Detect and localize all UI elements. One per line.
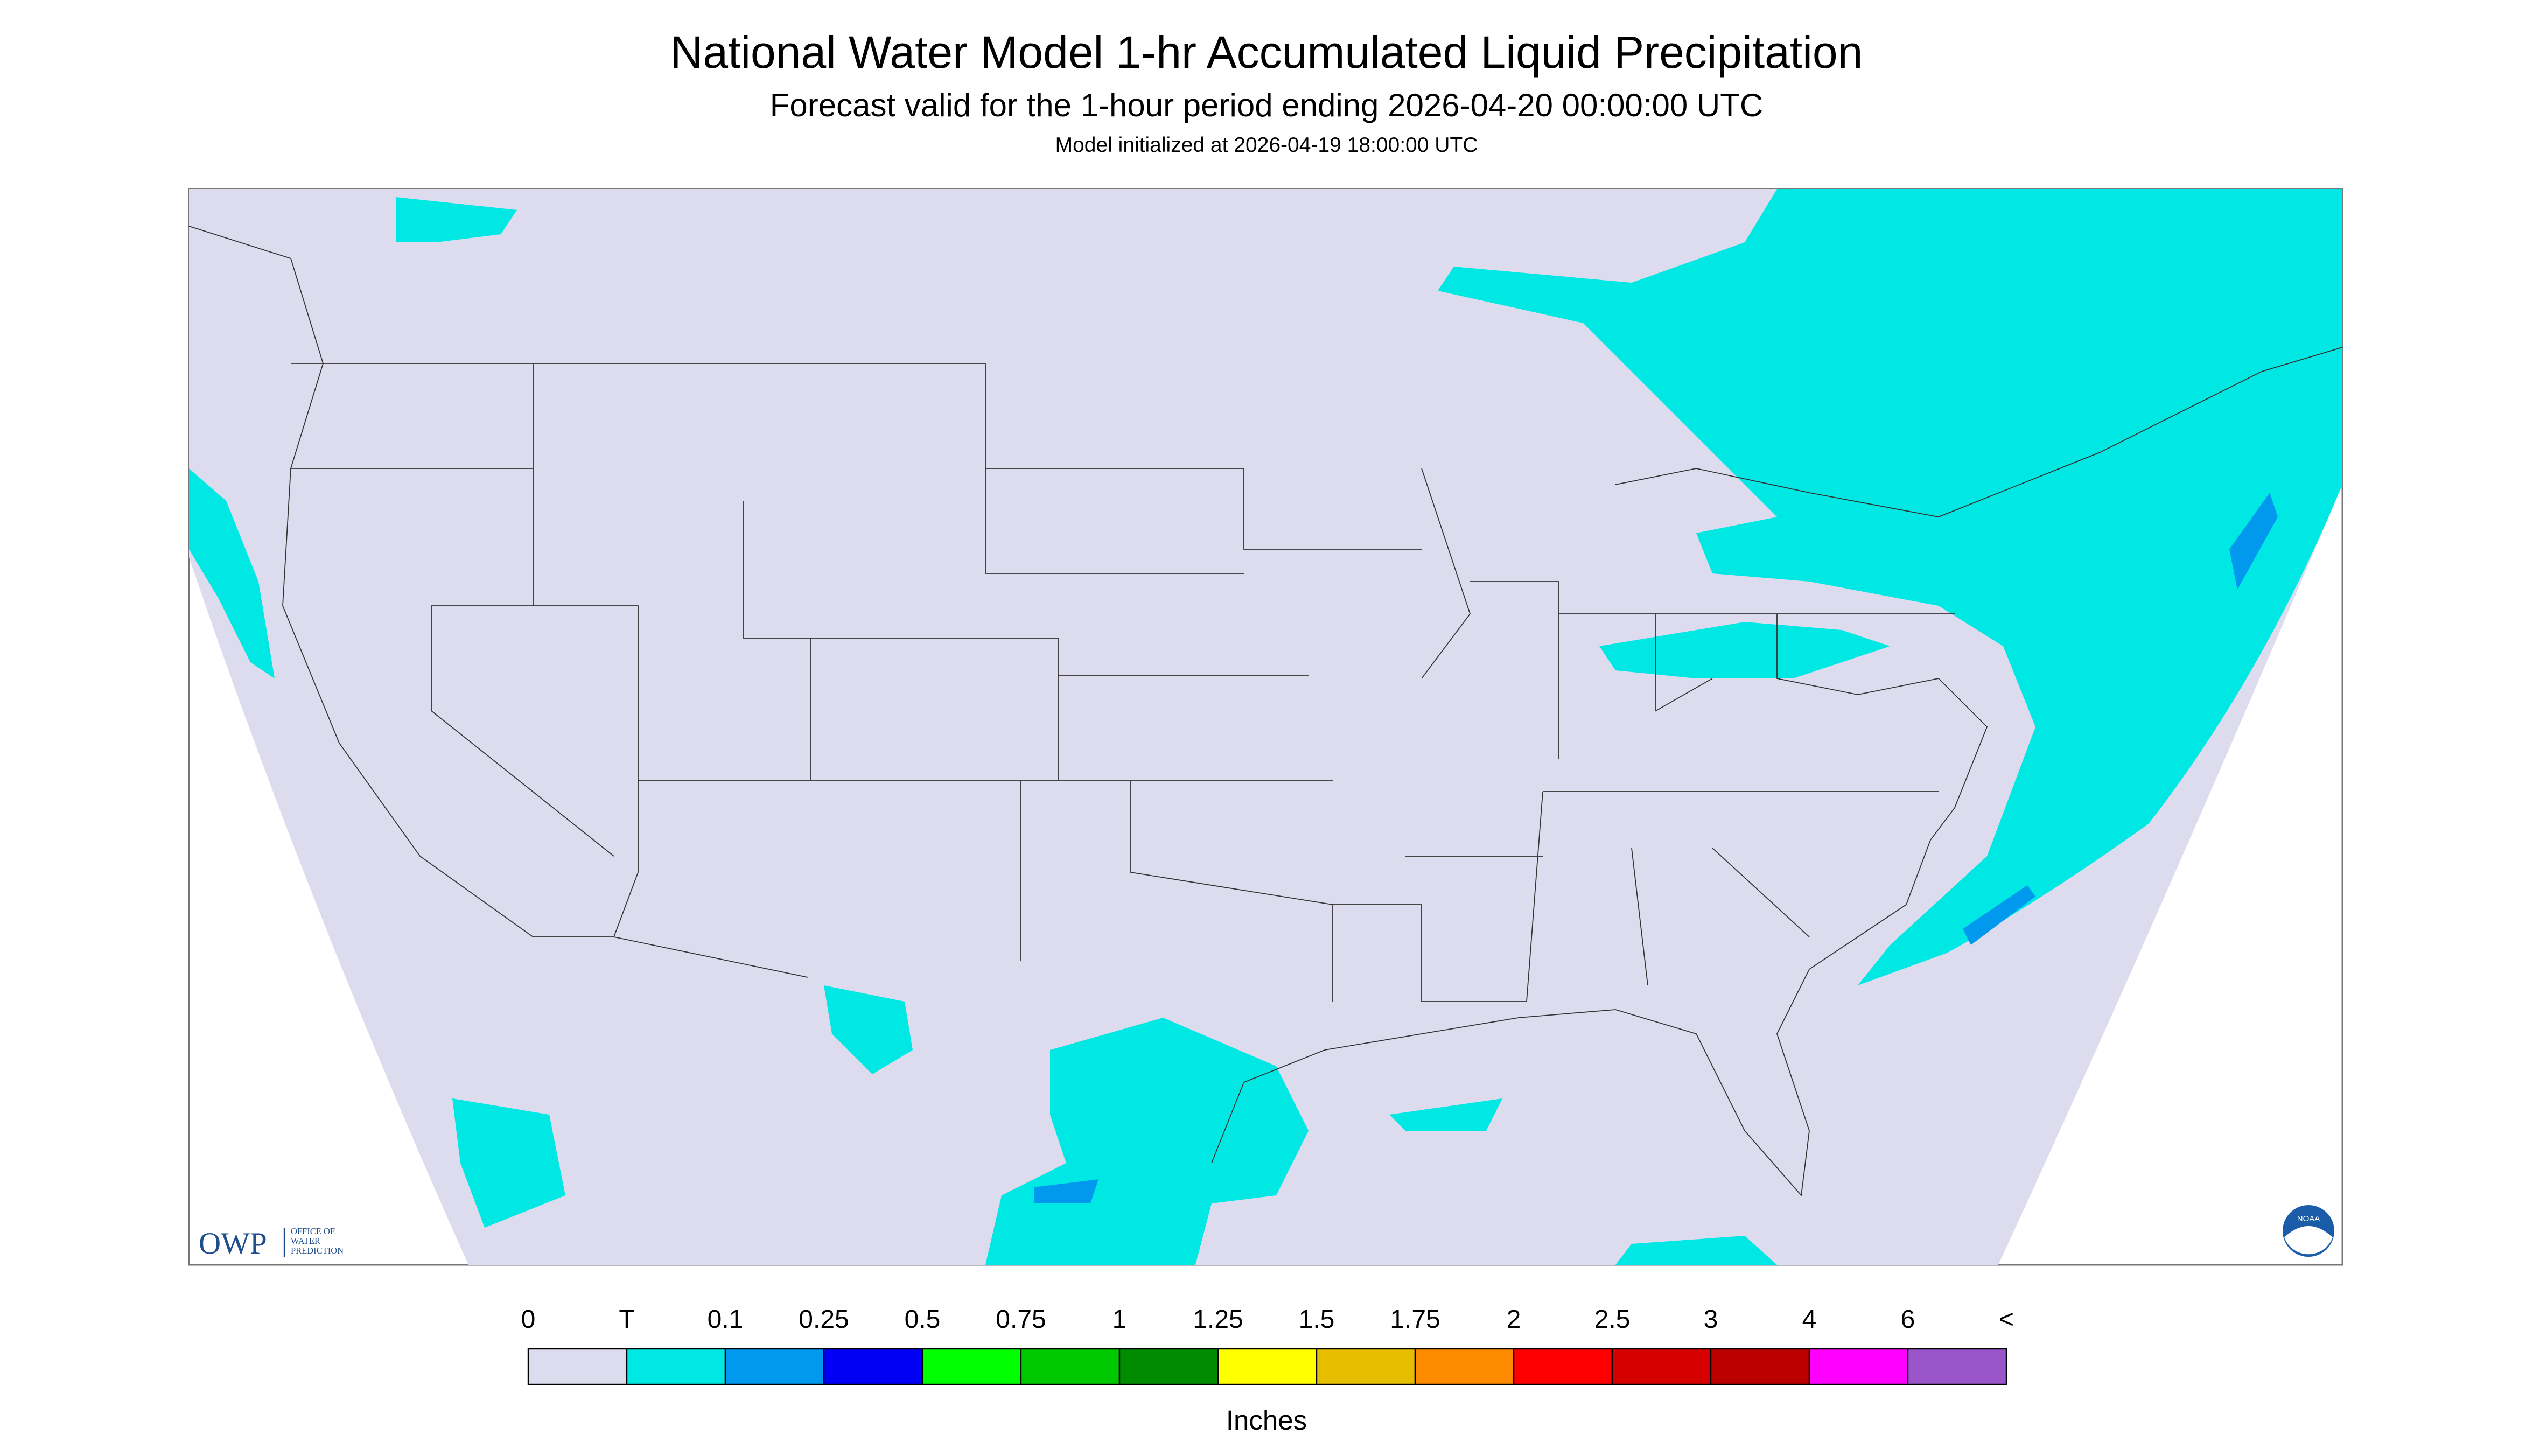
legend-swatch bbox=[527, 1348, 628, 1385]
legend-swatch bbox=[724, 1348, 825, 1385]
legend-unit: Inches bbox=[1226, 1405, 1307, 1436]
legend-label: 1.75 bbox=[1390, 1305, 1440, 1334]
owp-logo: OWP OFFICE OF WATER PREDICTION bbox=[199, 1226, 344, 1261]
legend-swatch bbox=[823, 1348, 923, 1385]
logo-name: OWP bbox=[199, 1227, 267, 1261]
legend-label: 1.25 bbox=[1193, 1305, 1243, 1334]
legend-label: 1.5 bbox=[1299, 1305, 1335, 1334]
precip-area bbox=[2229, 493, 2278, 590]
precip-area bbox=[1034, 1179, 1098, 1204]
legend-swatch bbox=[1414, 1348, 1515, 1385]
legend-label: 0.25 bbox=[799, 1305, 849, 1334]
legend-swatch bbox=[921, 1348, 1022, 1385]
legend-label: 0.1 bbox=[708, 1305, 744, 1334]
legend-label: T bbox=[619, 1305, 634, 1334]
legend-label: 0 bbox=[521, 1305, 536, 1334]
legend-label: 6 bbox=[1901, 1305, 1915, 1334]
precip-area bbox=[452, 1098, 565, 1228]
legend-label: < bbox=[1999, 1305, 2014, 1334]
map: OWP OFFICE OF WATER PREDICTION NOAA bbox=[188, 188, 2343, 1266]
legend-label: 4 bbox=[1802, 1305, 1817, 1334]
legend-swatch bbox=[1316, 1348, 1416, 1385]
legend-label: 1 bbox=[1112, 1305, 1127, 1334]
precip-area bbox=[1963, 885, 2035, 946]
state-borders bbox=[188, 226, 2343, 1197]
legend-label: 0.75 bbox=[996, 1305, 1046, 1334]
precip-area bbox=[396, 197, 517, 243]
legend: 0 T 0.1 0.25 0.5 0.75 1 1.25 1.5 1.75 2 2.5 3 4 6 < bbox=[521, 1305, 2014, 1385]
legend-swatch bbox=[626, 1348, 726, 1385]
noaa-text: NOAA bbox=[2297, 1214, 2320, 1223]
logo-line: PREDICTION bbox=[291, 1245, 344, 1256]
precip-area bbox=[189, 468, 275, 679]
legend-swatch bbox=[1710, 1348, 1810, 1385]
precip-areas bbox=[189, 189, 2342, 1265]
noaa-wave bbox=[2284, 1226, 2333, 1255]
precip-area bbox=[1438, 189, 2342, 986]
legend-label: 2 bbox=[1507, 1305, 1521, 1334]
logo-line: OFFICE OF bbox=[291, 1226, 335, 1236]
precip-area bbox=[1389, 1098, 1502, 1131]
init-note: Model initialized at 2026-04-19 18:00:00… bbox=[1055, 134, 1478, 157]
legend-label: 0.5 bbox=[905, 1305, 941, 1334]
legend-label: 2.5 bbox=[1594, 1305, 1631, 1334]
precip-area bbox=[1615, 1236, 1777, 1265]
legend-swatch bbox=[1020, 1348, 1121, 1385]
noaa-logo: NOAA bbox=[2283, 1205, 2334, 1257]
legend-swatch bbox=[1217, 1348, 1318, 1385]
legend-label: 3 bbox=[1704, 1305, 1718, 1334]
legend-swatch bbox=[1611, 1348, 1712, 1385]
title: National Water Model 1-hr Accumulated Li… bbox=[670, 27, 1863, 78]
legend-swatch bbox=[1118, 1348, 1219, 1385]
precip-area bbox=[824, 985, 913, 1075]
legend-swatch bbox=[1513, 1348, 1613, 1385]
subtitle: Forecast valid for the 1-hour period end… bbox=[770, 87, 1763, 123]
precip-area bbox=[1599, 622, 1890, 679]
legend-swatch bbox=[1907, 1348, 2007, 1385]
legend-swatch bbox=[1808, 1348, 1909, 1385]
logo-line: WATER bbox=[291, 1236, 320, 1246]
